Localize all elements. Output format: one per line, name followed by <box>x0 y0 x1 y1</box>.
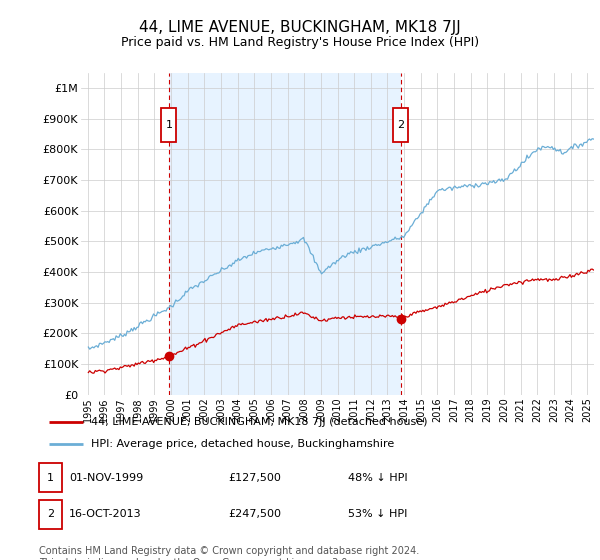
Text: 1: 1 <box>166 120 172 130</box>
Text: Price paid vs. HM Land Registry's House Price Index (HPI): Price paid vs. HM Land Registry's House … <box>121 36 479 49</box>
Bar <box>169 73 401 395</box>
Text: £127,500: £127,500 <box>228 473 281 483</box>
Text: 44, LIME AVENUE, BUCKINGHAM, MK18 7JJ: 44, LIME AVENUE, BUCKINGHAM, MK18 7JJ <box>139 20 461 35</box>
Text: £247,500: £247,500 <box>228 509 281 519</box>
Text: 53% ↓ HPI: 53% ↓ HPI <box>348 509 407 519</box>
Text: Contains HM Land Registry data © Crown copyright and database right 2024.
This d: Contains HM Land Registry data © Crown c… <box>39 546 419 560</box>
Text: 2: 2 <box>47 509 54 519</box>
Text: 01-NOV-1999: 01-NOV-1999 <box>69 473 143 483</box>
Text: 1: 1 <box>47 473 54 483</box>
Text: 2: 2 <box>397 120 404 130</box>
Text: HPI: Average price, detached house, Buckinghamshire: HPI: Average price, detached house, Buck… <box>91 438 394 449</box>
Text: 16-OCT-2013: 16-OCT-2013 <box>69 509 142 519</box>
Text: 44, LIME AVENUE, BUCKINGHAM, MK18 7JJ (detached house): 44, LIME AVENUE, BUCKINGHAM, MK18 7JJ (d… <box>91 417 428 427</box>
Bar <box>393 108 408 142</box>
Bar <box>161 108 176 142</box>
Text: 48% ↓ HPI: 48% ↓ HPI <box>348 473 407 483</box>
